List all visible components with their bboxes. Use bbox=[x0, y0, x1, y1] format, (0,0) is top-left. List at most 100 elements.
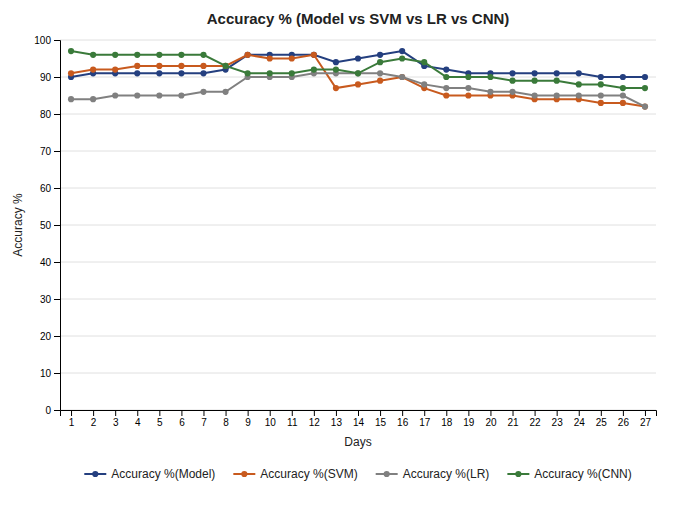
y-tick-label: 100 bbox=[34, 35, 51, 46]
x-tick: 9 bbox=[245, 410, 251, 428]
x-tick: 2 bbox=[91, 410, 97, 428]
x-tick: 19 bbox=[463, 410, 475, 428]
marker bbox=[156, 92, 162, 98]
marker bbox=[399, 74, 405, 80]
x-tick-mark bbox=[645, 410, 646, 416]
series-markers bbox=[68, 70, 648, 109]
x-tick: 18 bbox=[441, 410, 453, 428]
marker bbox=[156, 52, 162, 58]
x-tick-label: 15 bbox=[375, 417, 387, 428]
series-line bbox=[71, 73, 645, 106]
marker bbox=[267, 70, 273, 76]
marker bbox=[443, 67, 449, 73]
x-tick: 1 bbox=[69, 410, 75, 428]
x-tick-label: 18 bbox=[441, 417, 453, 428]
y-tick-label: 50 bbox=[40, 220, 52, 231]
y-tick-mark bbox=[54, 373, 60, 374]
y-tick-label: 0 bbox=[45, 405, 51, 416]
y-tick-mark bbox=[54, 40, 60, 41]
y-tick-label: 90 bbox=[40, 72, 52, 83]
marker bbox=[487, 74, 493, 80]
x-tick: 22 bbox=[530, 410, 542, 428]
marker bbox=[443, 92, 449, 98]
y-axis: 0102030405060708090100 bbox=[34, 35, 60, 416]
marker bbox=[532, 78, 538, 84]
marker bbox=[333, 85, 339, 91]
marker bbox=[222, 89, 228, 95]
x-tick: 21 bbox=[507, 410, 519, 428]
legend-label: Accuracy %(Model) bbox=[111, 467, 215, 481]
marker bbox=[377, 78, 383, 84]
grid-line bbox=[60, 40, 656, 41]
x-tick: 5 bbox=[157, 410, 163, 428]
marker bbox=[399, 55, 405, 61]
x-tick-label: 5 bbox=[157, 417, 163, 428]
marker bbox=[554, 78, 560, 84]
x-axis-title: Days bbox=[344, 435, 371, 449]
marker bbox=[620, 74, 626, 80]
marker bbox=[576, 70, 582, 76]
marker bbox=[134, 63, 140, 69]
marker bbox=[68, 48, 74, 54]
marker bbox=[200, 89, 206, 95]
marker bbox=[245, 70, 251, 76]
series-markers bbox=[68, 52, 648, 110]
y-tick-mark bbox=[54, 225, 60, 226]
legend-marker bbox=[384, 471, 390, 477]
marker bbox=[598, 100, 604, 106]
y-tick-label: 20 bbox=[40, 331, 52, 342]
y-tick: 0 bbox=[45, 405, 60, 416]
marker bbox=[377, 70, 383, 76]
x-tick-mark bbox=[513, 410, 514, 416]
x-tick: 27 bbox=[640, 410, 652, 428]
marker bbox=[289, 55, 295, 61]
series-markers bbox=[68, 48, 648, 91]
x-tick: 4 bbox=[135, 410, 141, 428]
x-tick-label: 7 bbox=[201, 417, 207, 428]
marker bbox=[245, 52, 251, 58]
x-tick-label: 1 bbox=[69, 417, 75, 428]
x-tick-mark bbox=[203, 410, 204, 416]
marker bbox=[399, 74, 405, 80]
x-tick-label: 13 bbox=[331, 417, 343, 428]
x-tick: 8 bbox=[223, 410, 229, 428]
grid-line bbox=[60, 114, 656, 115]
x-tick-label: 25 bbox=[596, 417, 608, 428]
marker bbox=[134, 52, 140, 58]
marker bbox=[620, 92, 626, 98]
y-tick-label: 30 bbox=[40, 294, 52, 305]
grid-line bbox=[60, 188, 656, 189]
x-tick-label: 26 bbox=[618, 417, 630, 428]
x-tick-label: 17 bbox=[419, 417, 431, 428]
x-tick-mark bbox=[446, 410, 447, 416]
legend-label: Accuracy %(SVM) bbox=[260, 467, 357, 481]
x-tick: 26 bbox=[618, 410, 630, 428]
marker bbox=[620, 85, 626, 91]
marker bbox=[355, 70, 361, 76]
marker bbox=[598, 74, 604, 80]
marker bbox=[399, 48, 405, 54]
legend: Accuracy %(Model)Accuracy %(SVM)Accuracy… bbox=[84, 467, 631, 481]
marker bbox=[554, 70, 560, 76]
x-tick-mark bbox=[358, 410, 359, 416]
legend-item: Accuracy %(Model) bbox=[84, 467, 215, 481]
marker bbox=[642, 74, 648, 80]
y-tick-label: 40 bbox=[40, 257, 52, 268]
marker bbox=[311, 67, 317, 73]
marker bbox=[68, 96, 74, 102]
grid-line bbox=[60, 299, 656, 300]
marker bbox=[178, 52, 184, 58]
y-axis-line bbox=[54, 41, 61, 411]
marker bbox=[377, 52, 383, 58]
x-tick: 16 bbox=[397, 410, 409, 428]
x-tick: 7 bbox=[201, 410, 207, 428]
marker bbox=[178, 63, 184, 69]
grid-line bbox=[60, 336, 656, 337]
x-tick-mark bbox=[226, 410, 227, 416]
grid-line bbox=[60, 262, 656, 263]
y-tick: 20 bbox=[40, 331, 60, 342]
series-line bbox=[71, 51, 645, 88]
x-tick: 12 bbox=[309, 410, 321, 428]
x-tick-mark bbox=[468, 410, 469, 416]
y-tick: 30 bbox=[40, 294, 60, 305]
